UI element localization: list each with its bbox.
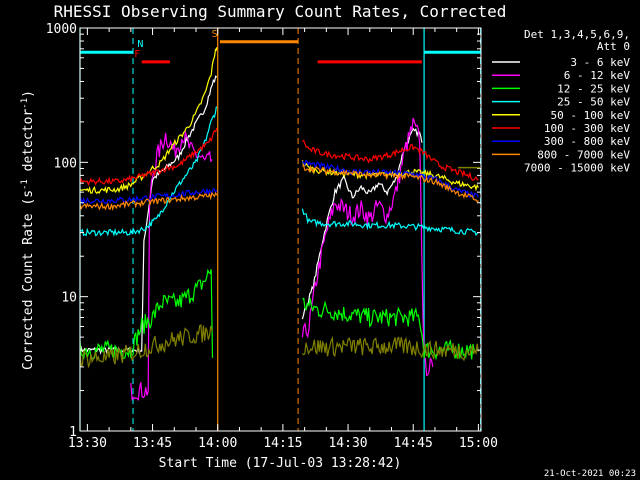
x-tick-label: 14:15 [263, 436, 302, 451]
series-line-6 [79, 127, 479, 187]
legend-entry-label: 800 - 7000 keV [537, 148, 630, 161]
x-tick-label: 15:00 [459, 436, 498, 451]
series-lines [79, 47, 479, 402]
series-line-9 [79, 323, 479, 369]
legend-entry-label: 12 - 25 keV [557, 82, 630, 95]
x-tick-label: 14:30 [328, 436, 367, 451]
legend-entry-label: 100 - 300 keV [544, 122, 630, 135]
legend-entry-label: 50 - 100 keV [551, 109, 631, 122]
series-line-8 [79, 164, 479, 212]
flag-label: F [134, 49, 140, 60]
y-tick-label: 100 [54, 156, 77, 171]
x-tick-label: 14:45 [394, 436, 433, 451]
x-tick-label: 13:30 [68, 436, 107, 451]
series-line-4 [79, 106, 479, 237]
x-tick-label: 13:45 [133, 436, 172, 451]
legend-entry-label: 7000 - 15000 keV [524, 162, 630, 175]
y-axis-label: Corrected Count Rate (s-1 detector-1) [20, 90, 36, 370]
ylabel-part: ) [21, 90, 36, 98]
y-tick-label: 1000 [46, 22, 77, 37]
y-tick-label: 1 [69, 425, 77, 440]
legend-entry-label: 6 - 12 keV [564, 69, 631, 82]
y-tick-label: 10 [61, 291, 77, 306]
legend-header: Det 1,3,4,5,6,9, [524, 28, 630, 41]
flag-label: N [137, 39, 143, 50]
ylabel-superscript: -1 [20, 179, 30, 190]
x-tick-label: 14:00 [198, 436, 237, 451]
axis-ticks: 13:30 13:45 14:00 14:15 14:30 14:45 15:00 1 10 10… [46, 22, 498, 451]
footer-date: 21-Oct-2021 00:23 [544, 469, 636, 479]
chart-title: RHESSI Observing Summary Count Rates, Co… [54, 2, 507, 21]
legend-entry-label: 300 - 800 keV [544, 135, 630, 148]
ylabel-part: detector [21, 109, 36, 180]
plot-frame [79, 27, 482, 432]
legend-entry-label: 25 - 50 keV [557, 96, 630, 109]
legend-entry-label: 3 - 6 keV [570, 56, 630, 69]
ylabel-superscript: -1 [20, 98, 30, 109]
series-line-3 [79, 268, 475, 361]
ylabel-part: Corrected Count Rate (s [21, 190, 36, 370]
legend-header: Att 0 [597, 40, 630, 53]
flag-label: S [212, 29, 218, 40]
x-axis-label: Start Time (17-Jul-03 13:28:42) [159, 456, 402, 471]
series-line-2 [130, 117, 434, 402]
